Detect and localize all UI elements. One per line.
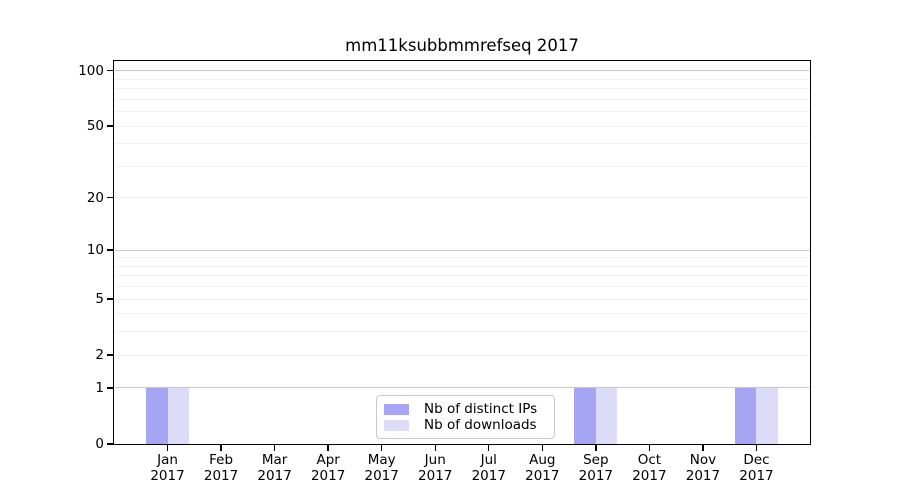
x-tick-year: 2017 bbox=[471, 468, 506, 484]
y-gridline-minor bbox=[115, 354, 809, 356]
x-tick-month: Aug bbox=[529, 452, 556, 468]
x-tick-label: Aug 2017 bbox=[502, 452, 582, 484]
y-gridline-minor bbox=[115, 78, 809, 80]
x-tick-year: 2017 bbox=[632, 468, 667, 484]
y-gridline-minor bbox=[115, 111, 809, 113]
x-tick-year: 2017 bbox=[364, 468, 399, 484]
y-tick bbox=[107, 70, 114, 72]
x-tick bbox=[595, 444, 597, 451]
x-tick-label: Jun 2017 bbox=[395, 452, 475, 484]
y-tick bbox=[107, 298, 114, 300]
x-tick-label: Mar 2017 bbox=[235, 452, 315, 484]
x-tick-year: 2017 bbox=[150, 468, 185, 484]
x-tick bbox=[488, 444, 490, 451]
x-tick-month: Jul bbox=[480, 452, 497, 468]
y-gridline-minor bbox=[115, 143, 809, 145]
legend-label-downloads: Nb of downloads bbox=[424, 417, 537, 433]
bar-downloads-dec bbox=[756, 387, 778, 444]
x-tick-month: Oct bbox=[637, 452, 662, 468]
x-tick-label: Jan 2017 bbox=[128, 452, 208, 484]
y-tick bbox=[107, 125, 114, 127]
bar-distinct-ips-jan bbox=[146, 387, 168, 444]
y-gridline-minor bbox=[115, 125, 809, 127]
y-tick-label: 0 bbox=[95, 436, 104, 452]
x-tick-month: Nov bbox=[689, 452, 717, 468]
x-tick bbox=[327, 444, 329, 451]
y-tick-label: 2 bbox=[95, 347, 104, 364]
y-gridline-minor bbox=[115, 197, 809, 199]
x-tick bbox=[755, 444, 758, 451]
x-tick bbox=[380, 444, 383, 451]
y-gridline-major bbox=[115, 249, 809, 251]
y-tick bbox=[107, 197, 114, 199]
x-tick-year: 2017 bbox=[739, 468, 774, 484]
y-tick bbox=[107, 354, 114, 356]
x-tick bbox=[273, 444, 276, 451]
x-tick-year: 2017 bbox=[685, 468, 721, 484]
x-tick bbox=[648, 444, 651, 451]
bar-distinct-ips-dec bbox=[734, 387, 757, 444]
y-tick-label: 10 bbox=[86, 242, 104, 259]
x-tick-month: Jan bbox=[157, 452, 178, 468]
legend-label-distinct-ips: Nb of distinct IPs bbox=[424, 401, 538, 417]
x-tick-label: Apr 2017 bbox=[288, 452, 368, 484]
chart-title: mm11ksubbmmrefseq 2017 bbox=[345, 36, 579, 55]
x-tick-month: Jun bbox=[424, 452, 446, 468]
x-tick bbox=[220, 444, 222, 451]
y-gridline-minor bbox=[115, 265, 809, 267]
y-gridline-minor bbox=[115, 88, 809, 90]
y-tick bbox=[107, 443, 114, 445]
x-tick-year: 2017 bbox=[418, 468, 453, 484]
x-tick-label: May 2017 bbox=[342, 452, 422, 484]
x-tick bbox=[166, 444, 169, 451]
y-tick bbox=[107, 249, 114, 251]
legend-item-downloads: Nb of downloads bbox=[384, 417, 546, 433]
y-tick-label: 50 bbox=[86, 118, 104, 135]
y-gridline-major bbox=[115, 70, 809, 72]
y-tick-label: 100 bbox=[78, 62, 104, 79]
x-tick-year: 2017 bbox=[525, 468, 560, 484]
x-tick-label: Feb 2017 bbox=[181, 452, 261, 484]
x-tick-label: Jul 2017 bbox=[449, 452, 529, 484]
x-tick-label: Sep 2017 bbox=[556, 452, 636, 484]
y-gridline-minor bbox=[115, 298, 809, 300]
bar-downloads-jan bbox=[167, 387, 190, 444]
x-tick-month: Apr bbox=[316, 452, 340, 468]
x-tick-year: 2017 bbox=[310, 468, 346, 484]
x-tick-label: Oct 2017 bbox=[609, 452, 689, 484]
y-gridline-minor bbox=[115, 275, 809, 277]
legend-swatch-downloads bbox=[384, 419, 409, 431]
y-gridline-minor bbox=[115, 313, 809, 315]
y-gridline-minor bbox=[115, 165, 809, 167]
y-tick-label: 5 bbox=[95, 291, 104, 308]
y-tick-label: 1 bbox=[95, 379, 104, 396]
x-tick-year: 2017 bbox=[203, 468, 239, 484]
y-gridline-minor bbox=[115, 286, 809, 288]
x-tick bbox=[702, 444, 704, 451]
legend: Nb of distinct IPs Nb of downloads bbox=[376, 395, 555, 439]
y-gridline-minor bbox=[115, 331, 809, 333]
bar-distinct-ips-sep bbox=[574, 387, 596, 444]
x-tick-month: Feb bbox=[209, 452, 234, 468]
x-tick-month: May bbox=[367, 452, 396, 468]
x-tick-label: Dec 2017 bbox=[716, 452, 796, 484]
y-gridline-minor bbox=[115, 98, 809, 100]
x-tick-label: Nov 2017 bbox=[663, 452, 743, 484]
x-tick-month: Dec bbox=[743, 452, 770, 468]
x-tick bbox=[434, 444, 436, 451]
legend-swatch-distinct-ips bbox=[384, 403, 409, 415]
y-gridline-minor bbox=[115, 257, 809, 259]
x-tick-month: Sep bbox=[583, 452, 609, 468]
y-tick-label: 20 bbox=[86, 189, 104, 206]
bar-downloads-sep bbox=[595, 387, 618, 444]
legend-item-distinct-ips: Nb of distinct IPs bbox=[384, 401, 546, 417]
x-tick bbox=[541, 444, 543, 451]
x-tick-year: 2017 bbox=[257, 468, 292, 484]
y-tick bbox=[107, 387, 114, 389]
x-tick-month: Mar bbox=[261, 452, 288, 468]
x-tick-year: 2017 bbox=[578, 468, 614, 484]
y-gridline-major bbox=[115, 387, 809, 389]
